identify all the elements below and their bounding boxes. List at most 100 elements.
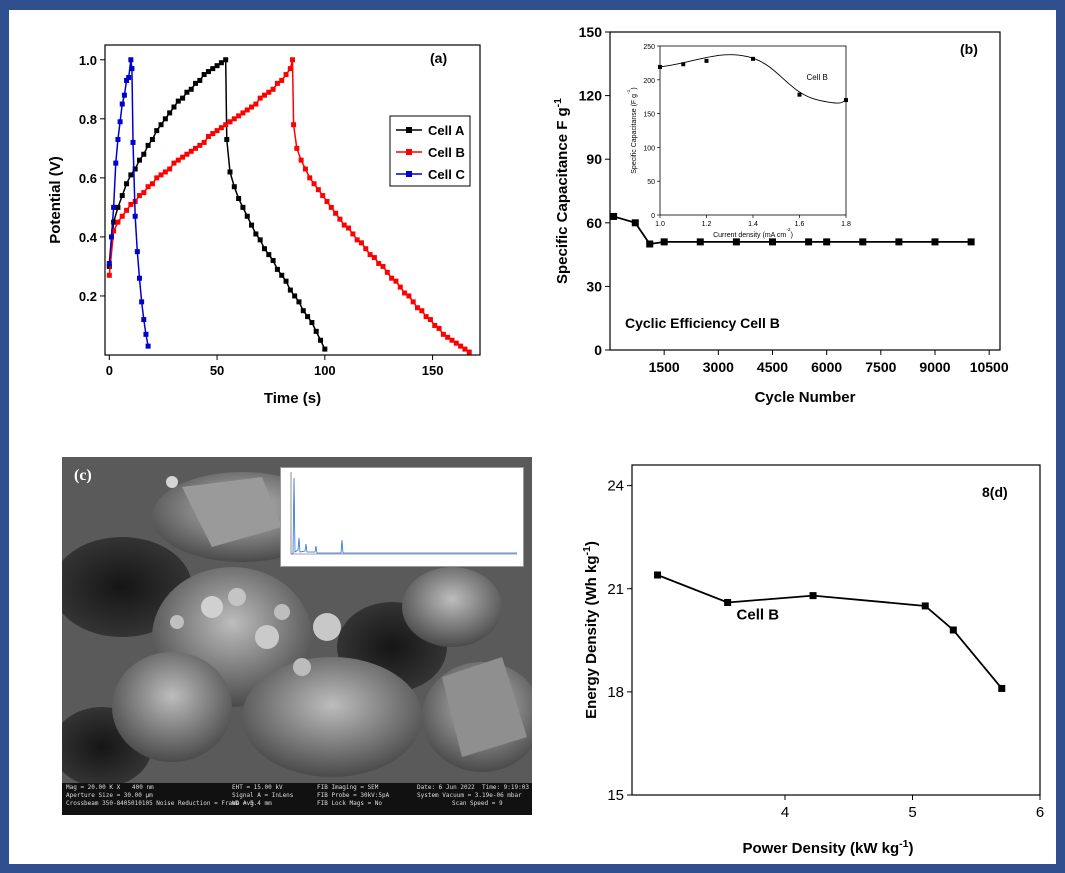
x-axis-label-b: Cycle Number — [755, 389, 856, 406]
data-point-cell-a — [218, 60, 224, 66]
inset-x-tick-label: 1.0 — [655, 221, 665, 228]
data-point-cell-a — [300, 308, 306, 314]
data-point-cell-b — [363, 246, 369, 252]
data-point-b — [895, 238, 903, 246]
data-point-cell-b — [149, 181, 155, 187]
data-point-cell-b — [307, 175, 313, 181]
data-point-d — [949, 626, 957, 634]
data-point-cell-c — [136, 275, 142, 281]
annotation-d: Cell B — [737, 607, 780, 624]
data-point-d — [921, 602, 929, 610]
data-point-b — [967, 238, 975, 246]
data-point-cell-a — [136, 157, 142, 163]
data-point-cell-b — [315, 187, 321, 193]
data-point-cell-b — [328, 204, 334, 210]
data-point-cell-c — [111, 204, 117, 210]
data-point-cell-a — [296, 299, 302, 305]
data-point-cell-b — [341, 222, 347, 228]
data-point-cell-c — [145, 343, 151, 349]
data-point-cell-c — [113, 160, 119, 166]
data-point-cell-b — [427, 317, 433, 323]
inset-y-tick-label: 50 — [647, 179, 655, 186]
data-point-cell-a — [158, 122, 164, 128]
data-point-cell-c — [119, 101, 125, 107]
y-axis-label-d-end: ) — [583, 541, 600, 546]
data-point-cell-b — [415, 305, 420, 311]
inset-x-tick-label: 1.2 — [702, 221, 712, 228]
y-axis-label-a: Potential (V) — [47, 156, 64, 244]
y-tick-label-b: 120 — [579, 88, 603, 104]
data-point-cell-b — [111, 228, 117, 234]
data-point-cell-b — [376, 260, 382, 266]
sem-wd: WD = 5.4 mm — [232, 800, 272, 807]
data-point-cell-b — [162, 169, 168, 175]
data-point-d — [654, 571, 661, 579]
inset-x-tick-label: 1.6 — [795, 221, 805, 228]
data-point-cell-c — [117, 119, 123, 125]
data-point-cell-b — [432, 322, 438, 328]
data-point-cell-a — [227, 169, 233, 175]
data-point-cell-b — [440, 331, 446, 337]
inset-data-point — [797, 92, 802, 97]
chart-b: 1500 3000 4500 6000 7500 9000 1050003060901201… — [552, 24, 1009, 406]
data-point-cell-a — [132, 166, 138, 172]
data-point-cell-b — [244, 107, 250, 113]
y-tick-label-b: 150 — [579, 24, 603, 40]
inset-y-axis-label-superscript: -1 — [626, 89, 632, 94]
sem-mag: Mag = 20.00 K X — [66, 784, 121, 791]
data-point-cell-c — [129, 66, 135, 72]
sem-scale: 400 nm — [132, 784, 154, 791]
data-point-cell-c — [130, 139, 136, 145]
sem-fib-lock: FIB Lock Mags = No — [317, 800, 383, 807]
data-point-cell-b — [124, 207, 130, 213]
panel-label-a: (a) — [430, 50, 447, 66]
inset-data-point — [681, 62, 686, 67]
data-point-cell-b — [371, 255, 377, 261]
sem-aperture: Aperture Size = 30.00 µm — [66, 792, 153, 799]
data-point-cell-a — [257, 237, 263, 243]
data-point-b — [859, 238, 867, 246]
data-point-cell-c — [108, 234, 114, 240]
inset-y-axis-label-main: Specific Capacitanse (F g — [631, 94, 638, 174]
y-axis-label-b: Specific Capacitance F g-1 — [552, 98, 571, 284]
inset-data-point — [844, 98, 848, 103]
data-point-cell-b — [291, 122, 297, 128]
data-point-cell-a — [210, 66, 216, 72]
data-point-cell-a — [119, 193, 125, 199]
data-point-b — [931, 238, 939, 246]
inset-y-tick-label: 150 — [643, 112, 655, 119]
inset-x-axis-label-superscript: -2 — [786, 227, 791, 233]
data-point-cell-a — [309, 320, 315, 326]
data-point-cell-a — [197, 77, 203, 83]
inset-series-line — [659, 54, 847, 104]
x-tick-label-b: 9000 — [919, 359, 950, 375]
data-point-cell-a — [249, 222, 255, 228]
data-point-cell-a — [154, 128, 160, 134]
data-point-cell-a — [175, 98, 181, 104]
y-tick-label-a: 0.2 — [79, 289, 97, 304]
data-point-cell-b — [106, 272, 112, 278]
data-point-cell-a — [261, 246, 267, 252]
data-point-cell-b — [367, 252, 373, 258]
data-point-cell-b — [270, 86, 276, 92]
data-point-cell-b — [449, 337, 455, 343]
legend-marker — [406, 127, 412, 133]
edx-spectrum-plot — [290, 472, 517, 555]
data-point-cell-b — [274, 80, 280, 86]
data-point-b — [805, 238, 813, 246]
data-point-cell-b — [287, 66, 293, 72]
data-point-cell-a — [305, 314, 311, 320]
data-point-cell-b — [346, 225, 352, 231]
x-axis-label-d-main: Power Density (kW kg — [742, 840, 899, 857]
inset-data-point — [704, 58, 709, 63]
data-point-cell-b — [218, 125, 224, 131]
data-point-cell-b — [302, 166, 308, 172]
data-point-cell-a — [145, 142, 151, 148]
data-point-cell-b — [171, 160, 177, 166]
data-point-b — [660, 238, 668, 246]
data-point-cell-b — [324, 198, 330, 204]
data-point-cell-b — [462, 346, 468, 352]
panel-label-d: 8(d) — [982, 484, 1008, 500]
data-point-cell-a — [283, 278, 289, 284]
data-point-cell-b — [423, 314, 429, 320]
